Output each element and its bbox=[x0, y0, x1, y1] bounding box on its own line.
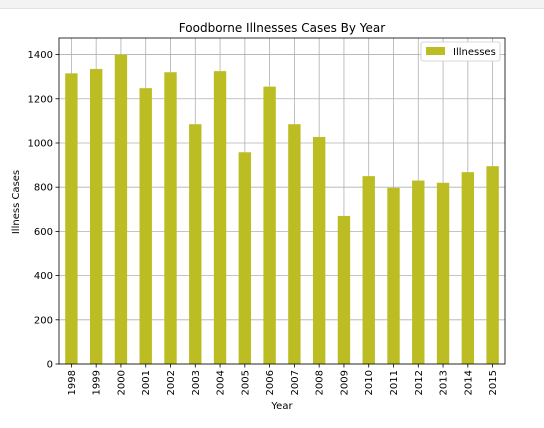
x-tick-label: 2014 bbox=[463, 370, 474, 395]
bar-2013 bbox=[436, 182, 450, 364]
y-tick-label: 0 bbox=[47, 360, 53, 371]
bar-2003 bbox=[189, 124, 202, 364]
bar-2007 bbox=[288, 124, 301, 364]
legend-box bbox=[420, 41, 501, 62]
plot-frame bbox=[58, 37, 506, 365]
x-tick-label: 2005 bbox=[240, 370, 251, 395]
y-tick-label: 200 bbox=[34, 315, 53, 326]
x-tick-label: 2007 bbox=[290, 370, 301, 395]
bar-1998 bbox=[65, 73, 78, 365]
x-tick-label: 2012 bbox=[414, 370, 425, 395]
x-tick-label: 2003 bbox=[191, 370, 202, 395]
bar-2014 bbox=[461, 172, 475, 364]
bar-2011 bbox=[387, 187, 400, 364]
x-axis-ticks: 1998 1999 2000 2001 2002 2003 2004 2005 2006 2007… bbox=[67, 364, 499, 395]
bar-2006 bbox=[263, 86, 276, 365]
x-tick-label: 2001 bbox=[141, 370, 152, 395]
y-tick-label: 400 bbox=[34, 271, 53, 282]
x-tick-label: 2009 bbox=[339, 370, 350, 395]
window-top-strip bbox=[0, 0, 544, 9]
x-tick-label: 1999 bbox=[92, 370, 103, 395]
bars bbox=[65, 54, 499, 365]
x-tick-label: 2011 bbox=[389, 370, 400, 395]
chart-title: Foodborne Illnesses Cases By Year bbox=[179, 21, 385, 35]
y-tick-label: 1400 bbox=[28, 50, 53, 61]
x-tick-label: 2002 bbox=[166, 370, 177, 395]
x-axis-label: Year bbox=[270, 401, 293, 412]
bar-2008 bbox=[312, 137, 326, 364]
legend-label: Illnesses bbox=[453, 47, 496, 58]
y-tick-label: 800 bbox=[34, 183, 53, 194]
x-tick-label: 2000 bbox=[116, 370, 127, 395]
legend-swatch bbox=[426, 47, 445, 55]
y-tick-label: 1000 bbox=[28, 138, 53, 149]
bar-2004 bbox=[213, 71, 227, 365]
x-tick-label: 1998 bbox=[67, 370, 78, 395]
bar-2001 bbox=[139, 88, 152, 365]
x-tick-label: 2013 bbox=[439, 370, 450, 395]
bar-2010 bbox=[362, 176, 375, 364]
legend: Illnesses bbox=[420, 41, 501, 62]
bar-2012 bbox=[412, 180, 425, 364]
y-axis-ticks: 0 200 400 600 800 1000 1200 1400 bbox=[28, 50, 59, 371]
y-tick-label: 1200 bbox=[28, 94, 53, 105]
x-tick-label: 2015 bbox=[488, 370, 499, 395]
y-axis-label: Illness Cases bbox=[11, 170, 22, 234]
bar-2009 bbox=[337, 215, 351, 364]
x-tick-label: 2004 bbox=[216, 370, 227, 395]
bar-1999 bbox=[89, 68, 103, 364]
y-tick-label: 600 bbox=[34, 227, 53, 238]
bar-2015 bbox=[486, 166, 499, 364]
x-tick-label: 2006 bbox=[265, 370, 276, 395]
bar-2005 bbox=[238, 152, 252, 364]
x-tick-label: 2010 bbox=[364, 370, 375, 395]
bar-2002 bbox=[164, 72, 177, 364]
bar-2000 bbox=[114, 54, 128, 365]
x-tick-label: 2008 bbox=[315, 370, 326, 395]
